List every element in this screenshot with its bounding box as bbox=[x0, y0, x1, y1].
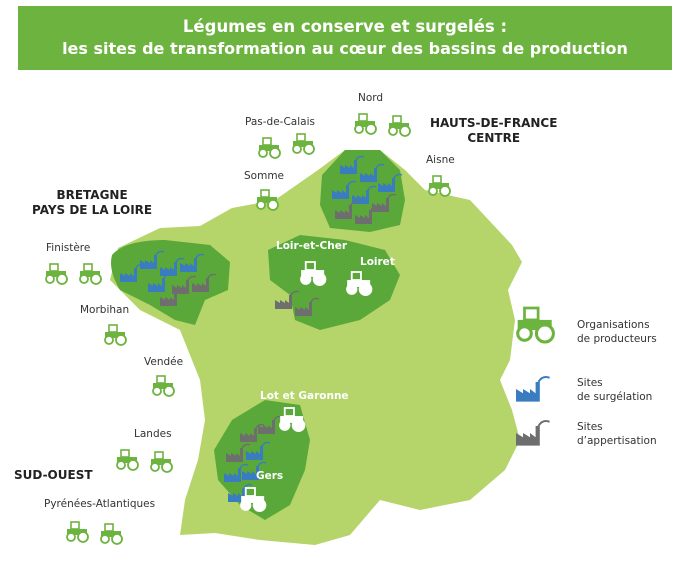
label-loir-et-cher: Loir-et-Cher bbox=[276, 240, 348, 252]
label-morbihan: Morbihan bbox=[80, 304, 130, 316]
label-loiret: Loiret bbox=[360, 256, 395, 268]
legend-freeze-factory-icon bbox=[515, 376, 551, 403]
title-line-2: les sites de transformation au cœur des … bbox=[62, 39, 628, 58]
region-bretagne: BRETAGNE PAYS DE LA LOIRE bbox=[32, 188, 152, 218]
title-line-1: Légumes en conserve et surgelés : bbox=[182, 17, 508, 36]
label-aisne: Aisne bbox=[426, 154, 455, 166]
legend-tractor-icon bbox=[516, 306, 555, 344]
label-finistere: Finistère bbox=[46, 242, 91, 254]
basin-centre bbox=[268, 235, 400, 330]
region-bretagne-line2: PAYS DE LA LOIRE bbox=[32, 203, 153, 217]
region-bretagne-line1: BRETAGNE bbox=[56, 188, 128, 202]
legend-producteurs-line2: de producteurs bbox=[577, 333, 657, 345]
legend-surgelation-line1: Sites bbox=[577, 377, 603, 389]
legend-can-factory-icon bbox=[515, 420, 551, 447]
legend-surgelation: Sites de surgélation bbox=[577, 376, 652, 404]
label-nord: Nord bbox=[358, 92, 384, 104]
label-vendee: Vendée bbox=[144, 356, 184, 368]
label-gers: Gers bbox=[256, 470, 284, 482]
legend-appertisation-line1: Sites bbox=[577, 421, 603, 433]
region-sudouest: SUD-OUEST bbox=[14, 468, 93, 483]
region-sudouest-line1: SUD-OUEST bbox=[14, 468, 93, 482]
legend-appertisation-line2: d’appertisation bbox=[577, 435, 657, 447]
title-banner: Légumes en conserve et surgelés : les si… bbox=[18, 6, 672, 70]
legend-surgelation-line2: de surgélation bbox=[577, 391, 653, 403]
france-outline bbox=[110, 150, 522, 545]
label-landes: Landes bbox=[134, 428, 172, 440]
label-lot-et-garonne: Lot et Garonne bbox=[260, 390, 349, 402]
region-hdf-line1: HAUTS-DE-FRANCE bbox=[430, 116, 558, 130]
region-hdf-line2: CENTRE bbox=[467, 131, 521, 145]
region-hdf: HAUTS-DE-FRANCE CENTRE bbox=[430, 116, 557, 146]
label-somme: Somme bbox=[244, 170, 285, 182]
legend-appertisation: Sites d’appertisation bbox=[577, 420, 657, 448]
label-pas-de-calais: Pas-de-Calais bbox=[245, 116, 315, 128]
legend-producteurs: Organisations de producteurs bbox=[577, 318, 657, 346]
label-pyrenees-atlantiques: Pyrénées-Atlantiques bbox=[44, 498, 156, 510]
legend-producteurs-line1: Organisations bbox=[577, 319, 650, 331]
